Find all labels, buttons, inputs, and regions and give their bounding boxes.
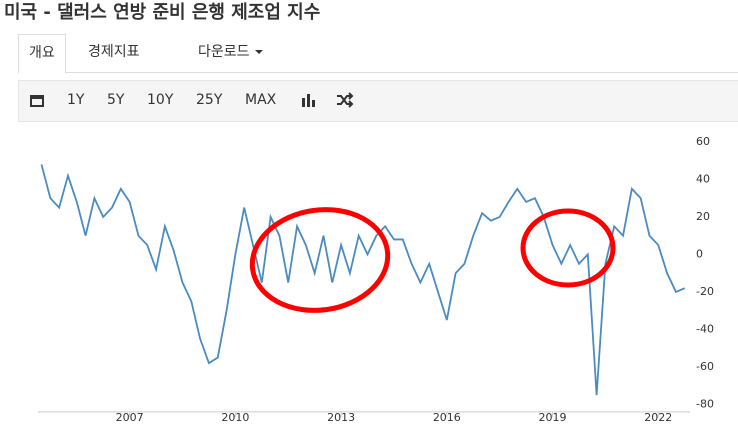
y-tick-label: 20 bbox=[696, 210, 710, 223]
calendar-icon[interactable] bbox=[29, 92, 45, 108]
x-tick-label: 2019 bbox=[539, 411, 567, 424]
x-tick-label: 2016 bbox=[433, 411, 461, 424]
shuffle-icon[interactable] bbox=[336, 92, 354, 108]
x-tick-label: 2007 bbox=[116, 411, 144, 424]
y-tick-label: 60 bbox=[696, 135, 710, 148]
y-tick-label: 0 bbox=[696, 247, 703, 260]
range-button[interactable]: 10Y bbox=[147, 92, 174, 108]
tab[interactable]: 경제지표 bbox=[88, 44, 140, 60]
y-tick-label: -20 bbox=[696, 285, 714, 298]
tab[interactable]: 다운로드 bbox=[198, 34, 263, 72]
range-button[interactable]: 1Y bbox=[67, 92, 85, 108]
data-line bbox=[40, 164, 686, 396]
page-title: 미국 - 댈러스 연방 준비 은행 제조업 지수 bbox=[4, 2, 321, 23]
toolbar: 1Y 5Y 10Y 25Y MAX bbox=[18, 80, 738, 122]
y-tick-label: -40 bbox=[696, 322, 714, 335]
x-tick-label: 2010 bbox=[221, 411, 249, 424]
bar-chart-icon[interactable] bbox=[301, 92, 317, 108]
range-button[interactable]: 5Y bbox=[107, 92, 125, 108]
y-tick-label: -60 bbox=[696, 360, 714, 373]
red-annotation-circle bbox=[249, 207, 391, 313]
range-button[interactable]: 25Y bbox=[196, 92, 223, 108]
x-tick-label: 2022 bbox=[644, 411, 672, 424]
tab[interactable]: 개요 bbox=[18, 34, 66, 74]
caret bbox=[254, 50, 263, 54]
x-tick-label: 2013 bbox=[327, 411, 355, 424]
y-tick-label: 40 bbox=[696, 172, 710, 185]
tabs: 개요 경제지표 다운로드 bbox=[18, 34, 738, 74]
red-annotation-circle bbox=[520, 208, 616, 288]
tab-label[interactable]: 다운로드 bbox=[198, 44, 250, 60]
range-button[interactable]: MAX bbox=[245, 92, 277, 108]
y-tick-label: -80 bbox=[696, 397, 714, 410]
